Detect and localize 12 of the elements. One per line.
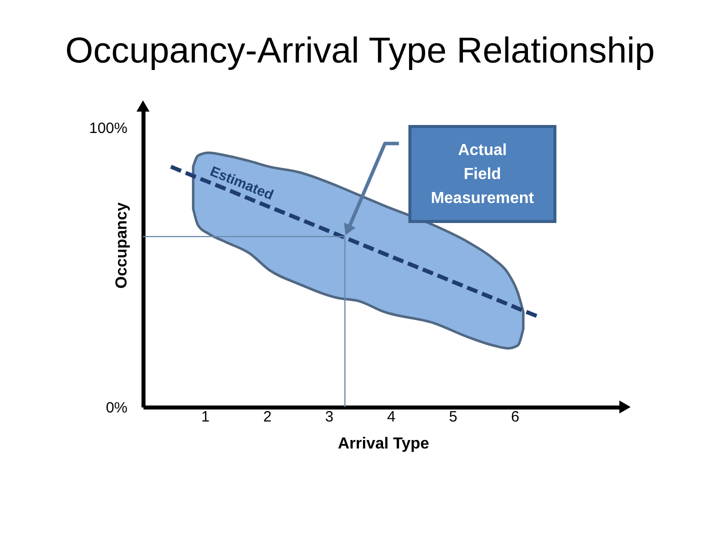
x-axis-title: Arrival Type — [338, 436, 430, 452]
y-axis-title: Occupancy — [114, 202, 130, 289]
y-tick-label: 100% — [89, 120, 128, 138]
annotation: Actual Field Measurement — [430, 142, 535, 208]
x-tick-label: 6 — [510, 408, 520, 426]
x-tick-label: 1 — [201, 408, 210, 426]
chart-title: Occupancy-Arrival Type Relationship — [65, 29, 655, 70]
x-tick-label: 5 — [449, 408, 458, 426]
x-tick-label: 2 — [263, 408, 272, 426]
y-tick-label: 0% — [106, 400, 128, 416]
x-tick-label: 4 — [387, 408, 396, 426]
x-tick-label: 3 — [325, 408, 334, 426]
